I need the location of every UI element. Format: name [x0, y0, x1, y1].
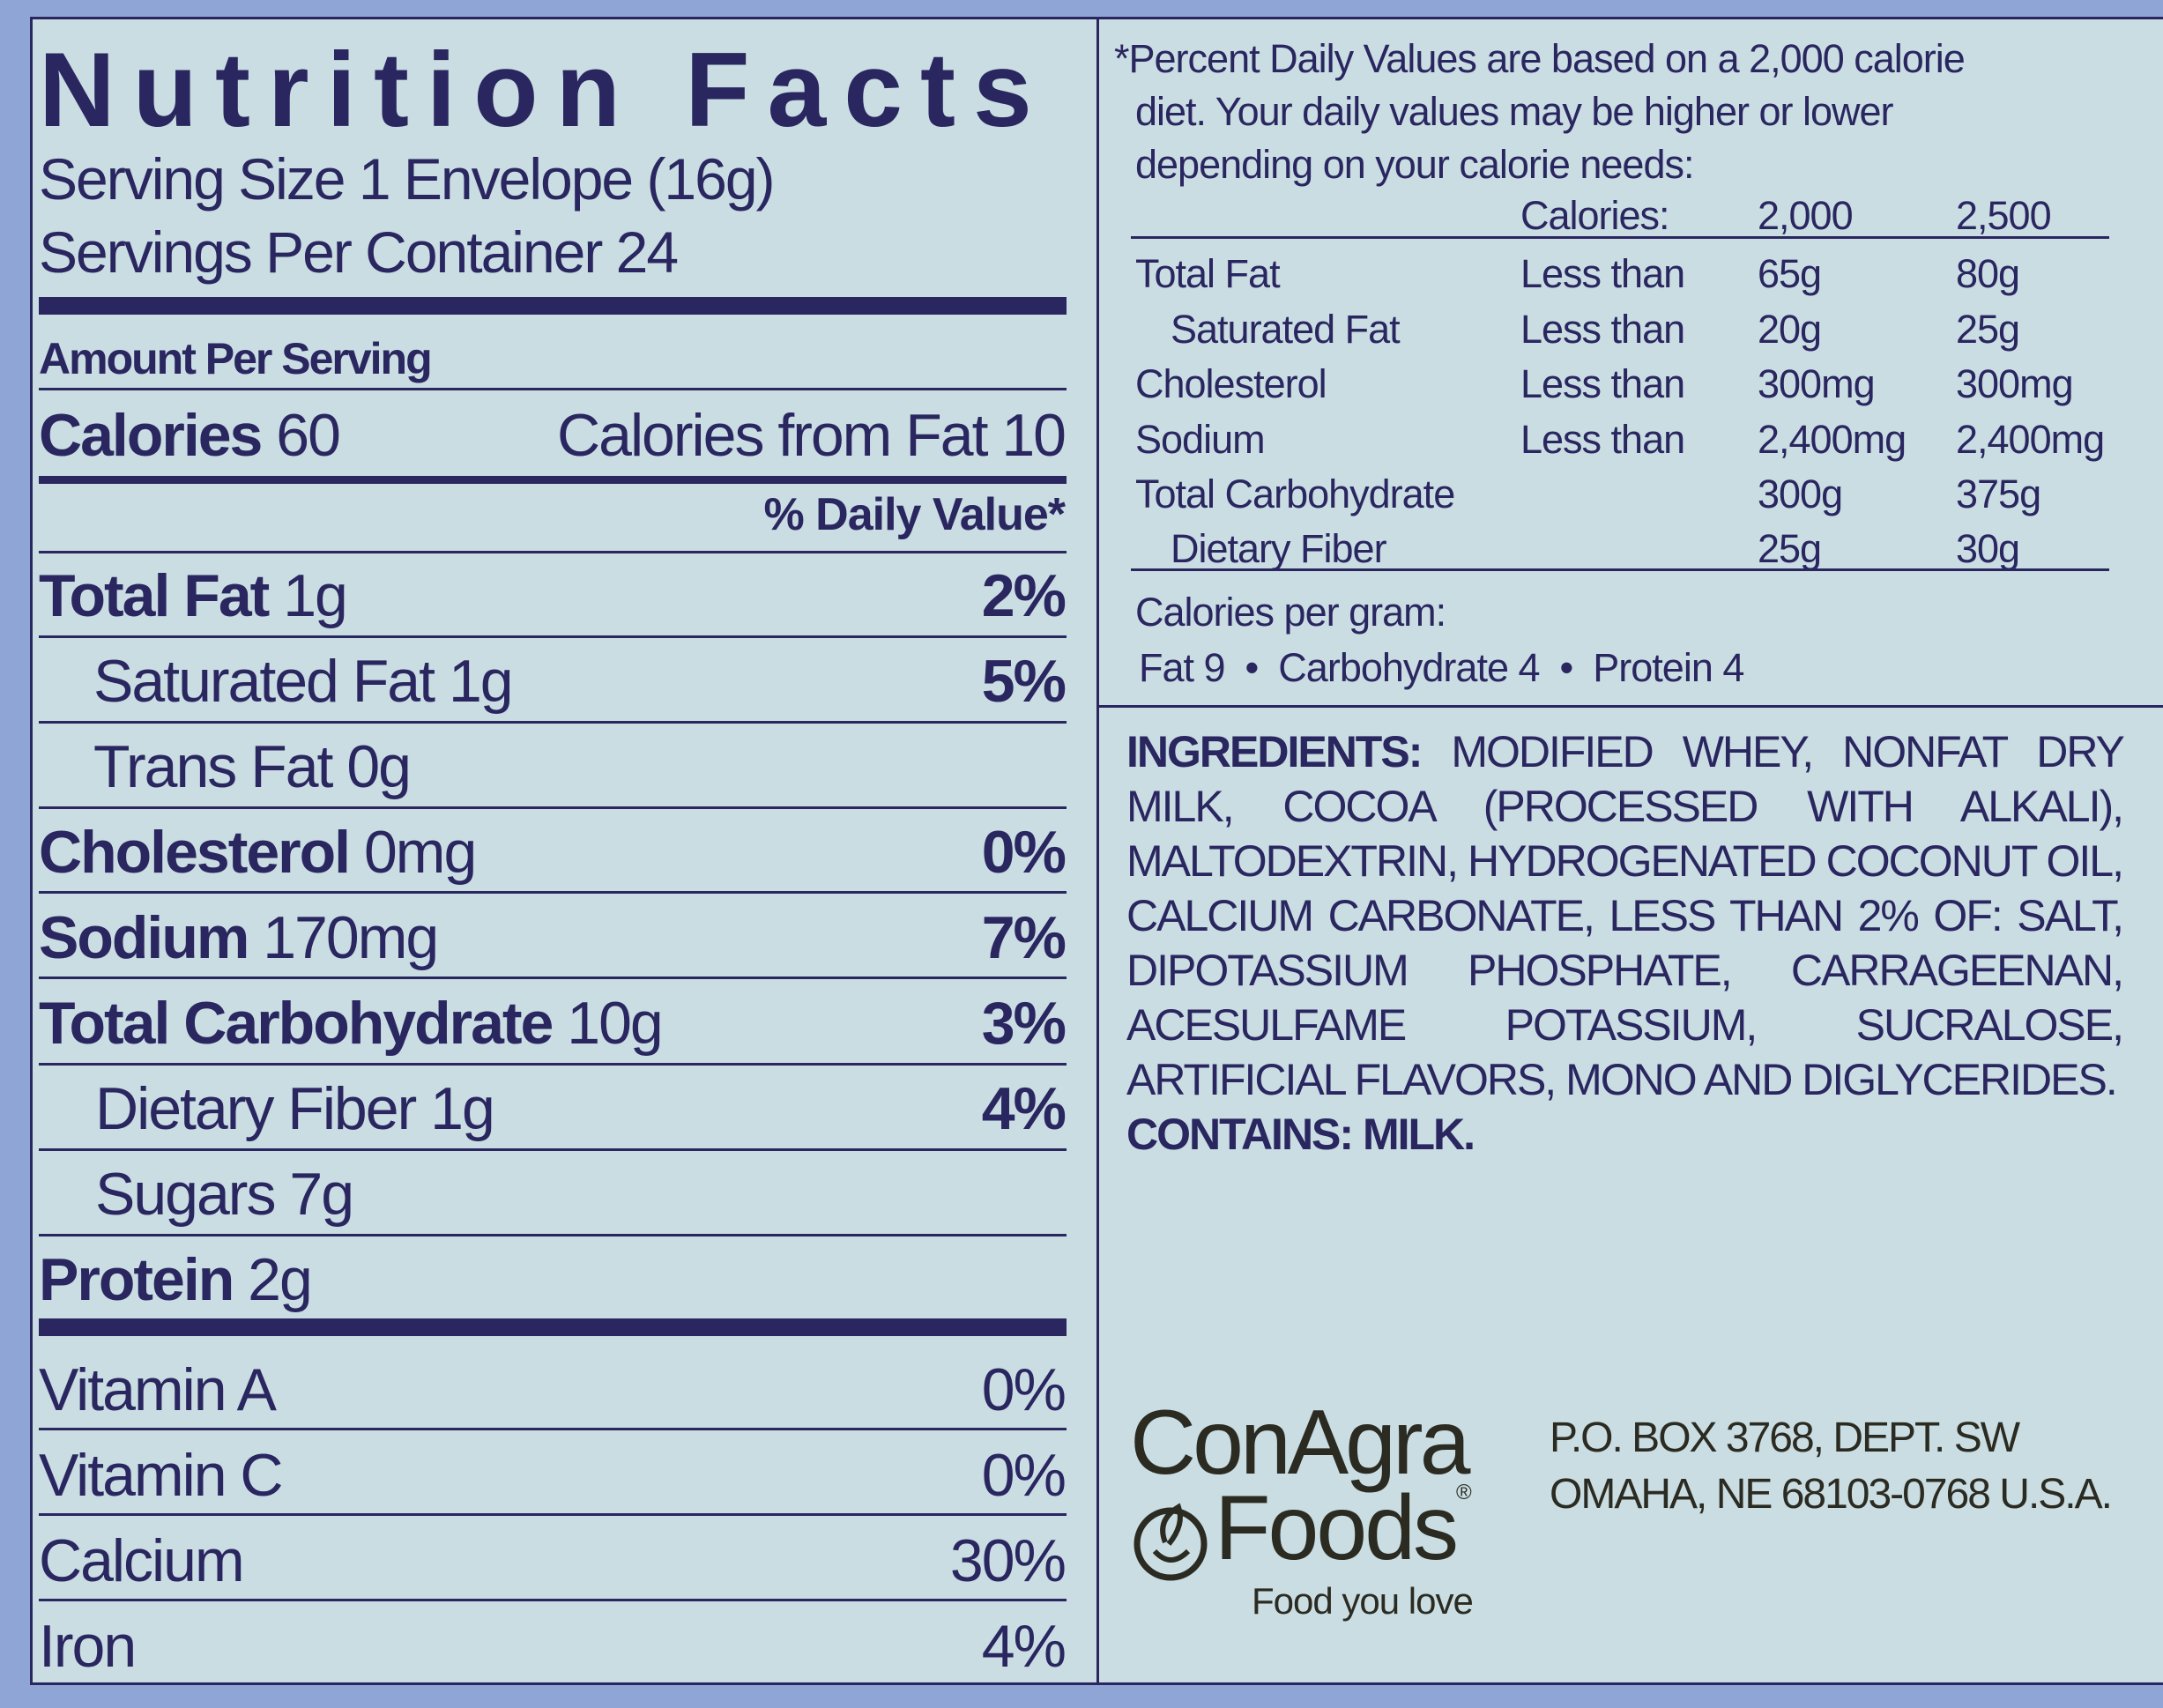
calories-row: Calories 60 — [39, 405, 341, 465]
iron: Iron — [39, 1613, 137, 1680]
nutrient-row-protein: Protein 2g — [39, 1246, 313, 1313]
nutrition-facts-title: Nutrition Facts — [39, 31, 1050, 149]
calories-from-fat: Calories from Fat 10 — [557, 402, 1067, 469]
daily-value-header: % Daily Value* — [763, 489, 1066, 540]
ingredients-section: INGREDIENTS: MODIFIED WHEY, NONFAT DRY M… — [1126, 724, 2124, 1162]
section-divider — [1096, 705, 2163, 708]
thick-rule — [39, 297, 1067, 315]
brand-tagline: Food you love — [1252, 1580, 1474, 1622]
rule — [39, 721, 1067, 724]
brand-logo-line1: ConAgra — [1130, 1392, 1470, 1494]
thick-rule — [39, 1318, 1067, 1336]
rule — [39, 806, 1067, 809]
rule — [39, 1234, 1067, 1236]
calories-per-gram-values: Fat 9 • Carbohydrate 4 • Protein 4 — [1139, 645, 1744, 690]
dv-cholesterol: 0% — [981, 819, 1067, 886]
dv-calcium: 30% — [949, 1527, 1067, 1594]
ingredients-label: INGREDIENTS: — [1126, 727, 1423, 776]
calories-value: 60 — [276, 402, 341, 469]
address-line2: OMAHA, NE 68103-0768 U.S.A. — [1550, 1471, 2113, 1518]
nutrient-row-total-carbohydrate: Total Carbohydrate 10g — [39, 990, 664, 1057]
nutrient-row-sodium: Sodium 170mg — [39, 904, 439, 971]
dv-total-carbohydrate: 3% — [981, 990, 1067, 1057]
rule — [39, 1513, 1067, 1516]
rule — [39, 388, 1067, 390]
footnote-line: *Percent Daily Values are based on a 2,0… — [1114, 36, 1966, 81]
dv-saturated-fat: 5% — [981, 648, 1067, 715]
footnote-line: diet. Your daily values may be higher or… — [1135, 89, 1894, 134]
nutrient-row-trans-fat: Trans Fat 0g — [93, 733, 412, 800]
amount-per-serving: Amount Per Serving — [39, 334, 433, 383]
rule — [39, 1063, 1067, 1066]
dv-vitamin-c: 0% — [981, 1442, 1067, 1509]
vitamin-a: Vitamin A — [39, 1356, 277, 1423]
allergen-contains: CONTAINS: MILK. — [1126, 1110, 1475, 1159]
rule — [39, 977, 1067, 979]
vitamin-c: Vitamin C — [39, 1442, 284, 1509]
nutrient-row-total-fat: Total Fat 1g — [39, 562, 348, 629]
rule — [1131, 236, 2109, 239]
rule — [39, 1599, 1067, 1601]
dv-table-calories-label: Calories: — [1520, 193, 1670, 238]
servings-per-container: Servings Per Container 24 — [39, 219, 679, 285]
nutrient-row-dietary-fiber: Dietary Fiber 1g — [95, 1075, 495, 1142]
ingredients-text: INGREDIENTS: MODIFIED WHEY, NONFAT DRY M… — [1126, 727, 2124, 1104]
dv-table-col-2000: 2,000 — [1758, 193, 1854, 238]
rule — [39, 551, 1067, 553]
rule — [39, 891, 1067, 894]
calories-label: Calories — [39, 402, 263, 469]
dv-vitamin-a: 0% — [981, 1356, 1067, 1423]
rule — [39, 1428, 1067, 1430]
medium-rule — [39, 476, 1067, 484]
nutrient-row-cholesterol: Cholesterol 0mg — [39, 819, 477, 886]
calcium: Calcium — [39, 1527, 245, 1594]
rule — [1131, 568, 2109, 571]
dv-dietary-fiber: 4% — [981, 1075, 1067, 1142]
column-divider — [1096, 17, 1099, 1685]
footnote-line: depending on your calorie needs: — [1135, 142, 1694, 187]
serving-size: Serving Size 1 Envelope (16g) — [39, 146, 776, 212]
rule — [39, 635, 1067, 638]
dv-table-col-2500: 2,500 — [1956, 193, 2052, 238]
address-line1: P.O. BOX 3768, DEPT. SW — [1550, 1415, 2020, 1461]
dv-iron: 4% — [981, 1613, 1067, 1680]
rule — [39, 1148, 1067, 1151]
brand-logo-line2: Foods® — [1215, 1477, 1472, 1579]
dv-total-fat: 2% — [981, 562, 1067, 629]
dv-sodium: 7% — [981, 904, 1067, 971]
nutrient-row-sugars: Sugars 7g — [95, 1161, 354, 1228]
brand-swirl-icon — [1134, 1503, 1208, 1581]
nutrient-row-saturated-fat: Saturated Fat 1g — [93, 648, 514, 715]
calories-per-gram-label: Calories per gram: — [1135, 590, 1446, 635]
